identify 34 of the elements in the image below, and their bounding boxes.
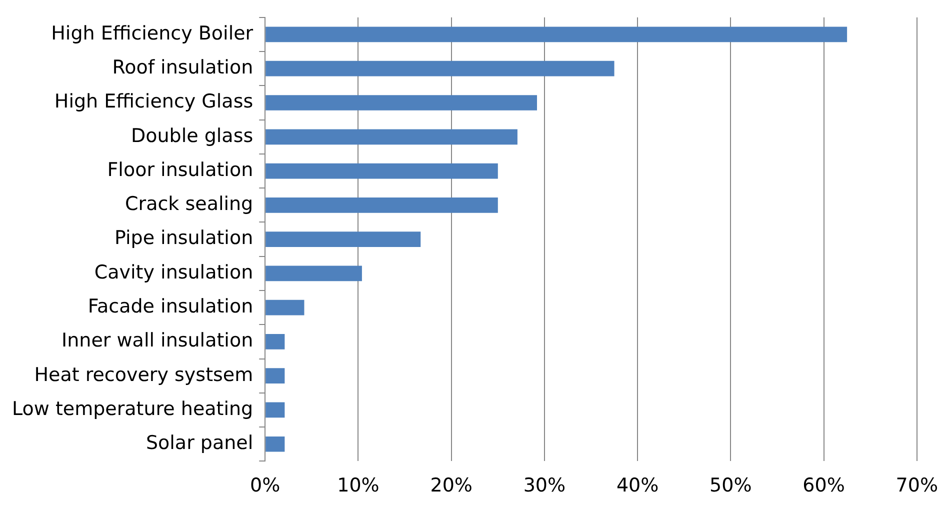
- bar: [266, 436, 285, 452]
- x-tick-label: 50%: [710, 474, 752, 497]
- y-tick-label: Low temperature heating: [12, 398, 254, 420]
- bar: [266, 197, 498, 213]
- y-tick-label: High Efficiency Boiler: [51, 22, 254, 44]
- y-tick-label: Facade insulation: [88, 296, 254, 318]
- bar: [266, 95, 538, 110]
- x-tick-label: 10%: [337, 474, 380, 497]
- bar: [266, 26, 848, 42]
- bar: [266, 266, 362, 282]
- y-tick-label: Floor insulation: [107, 158, 254, 181]
- bar: [266, 334, 285, 350]
- bar: [266, 402, 285, 418]
- x-tick-label: 40%: [616, 474, 659, 497]
- y-tick-label: High Efficiency Glass: [54, 90, 254, 113]
- bar: [266, 129, 518, 145]
- y-tick-label: Solar panel: [146, 432, 254, 454]
- x-tick-label: 60%: [802, 474, 845, 497]
- y-tick-label: Roof insulation: [112, 56, 254, 79]
- y-tick-label: Cavity insulation: [94, 261, 254, 284]
- y-tick-label: Pipe insulation: [114, 227, 254, 250]
- bar: [266, 163, 498, 179]
- bar: [266, 368, 285, 384]
- y-tick-label: Inner wall insulation: [62, 330, 254, 352]
- x-tick-label: 0%: [250, 474, 280, 497]
- x-tick-label: 20%: [430, 474, 472, 497]
- y-tick-label: Double glass: [130, 124, 254, 147]
- x-tick-label: 30%: [523, 474, 566, 497]
- bar: [266, 60, 614, 76]
- x-tick-label: 70%: [896, 474, 938, 497]
- bar: [266, 300, 304, 316]
- y-tick-label: Heat recovery systsem: [34, 364, 254, 386]
- y-tick-label: Crack sealing: [125, 193, 254, 216]
- bar: [266, 232, 421, 247]
